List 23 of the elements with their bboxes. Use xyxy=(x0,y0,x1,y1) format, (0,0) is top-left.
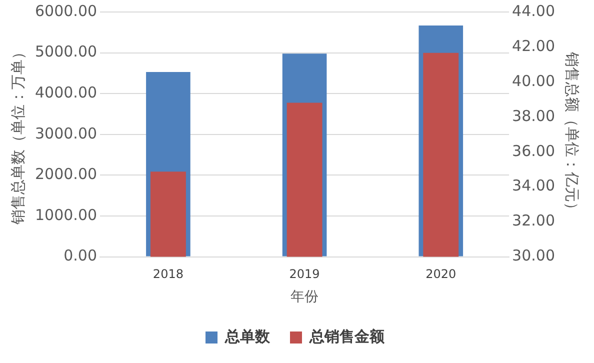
x-tick-label: 2018 xyxy=(152,267,184,282)
y2-axis-title: 销售总额（单位：亿元） xyxy=(563,50,582,217)
legend-label: 总单数 xyxy=(224,327,271,346)
y2-tick-label: 30.00 xyxy=(512,246,556,265)
y-tick-label: 2000.00 xyxy=(35,165,98,184)
x-axis-title: 年份 xyxy=(290,289,319,306)
y2-tick-label: 42.00 xyxy=(512,36,556,55)
y2-tick-label: 32.00 xyxy=(512,212,556,230)
y-tick-label: 4000.00 xyxy=(35,83,98,102)
y-tick-label: 0.00 xyxy=(64,246,98,265)
y-tick-label: 1000.00 xyxy=(35,206,98,224)
y-tick-label: 5000.00 xyxy=(35,42,98,61)
legend-label: 总销售金额 xyxy=(308,327,386,346)
y-axis-title: 销售总单数（单位：万单） xyxy=(8,44,27,226)
y-tick-label: 6000.00 xyxy=(35,2,98,20)
y2-tick-label: 34.00 xyxy=(512,176,556,195)
x-tick-label: 2020 xyxy=(426,267,456,282)
y-tick-label: 3000.00 xyxy=(35,124,98,142)
x-tick-label: 2019 xyxy=(289,267,320,282)
y2-tick-label: 44.00 xyxy=(512,2,556,20)
y2-tick-label: 40.00 xyxy=(512,72,556,90)
y2-tick-label: 38.00 xyxy=(512,106,556,125)
y2-tick-label: 36.00 xyxy=(512,142,556,160)
